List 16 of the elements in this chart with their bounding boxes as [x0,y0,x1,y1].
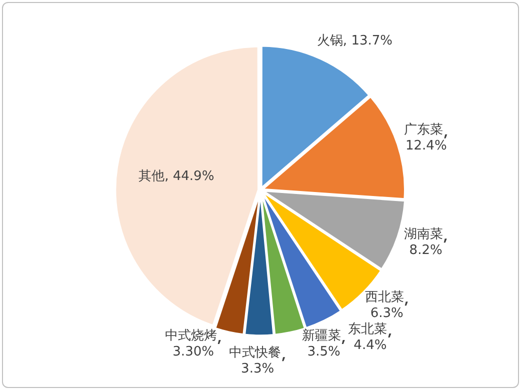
slice-label: 西北菜 [364,290,404,305]
slice-label: 东北菜 [348,322,388,337]
data-label: 12.4% [406,138,447,154]
data-label: 8.2% [409,243,442,258]
data-label: 3.3% [241,362,274,377]
slice-label: 火锅, 13.7% [316,33,392,48]
slice-label: 其他, 44.9% [138,168,214,184]
slice-label: 新疆菜 [302,328,341,344]
data-label: 6.3% [370,306,404,321]
slice-label: 广东菜 [404,122,444,138]
slice-label: 中式烧烤 [164,328,217,344]
data-label: 3.5% [307,344,340,360]
data-label: 3.30% [172,344,214,360]
data-label: 4.4% [354,338,387,353]
slice-label: 湖南菜 [404,227,443,242]
slice-label: 中式快餐 [229,346,282,361]
